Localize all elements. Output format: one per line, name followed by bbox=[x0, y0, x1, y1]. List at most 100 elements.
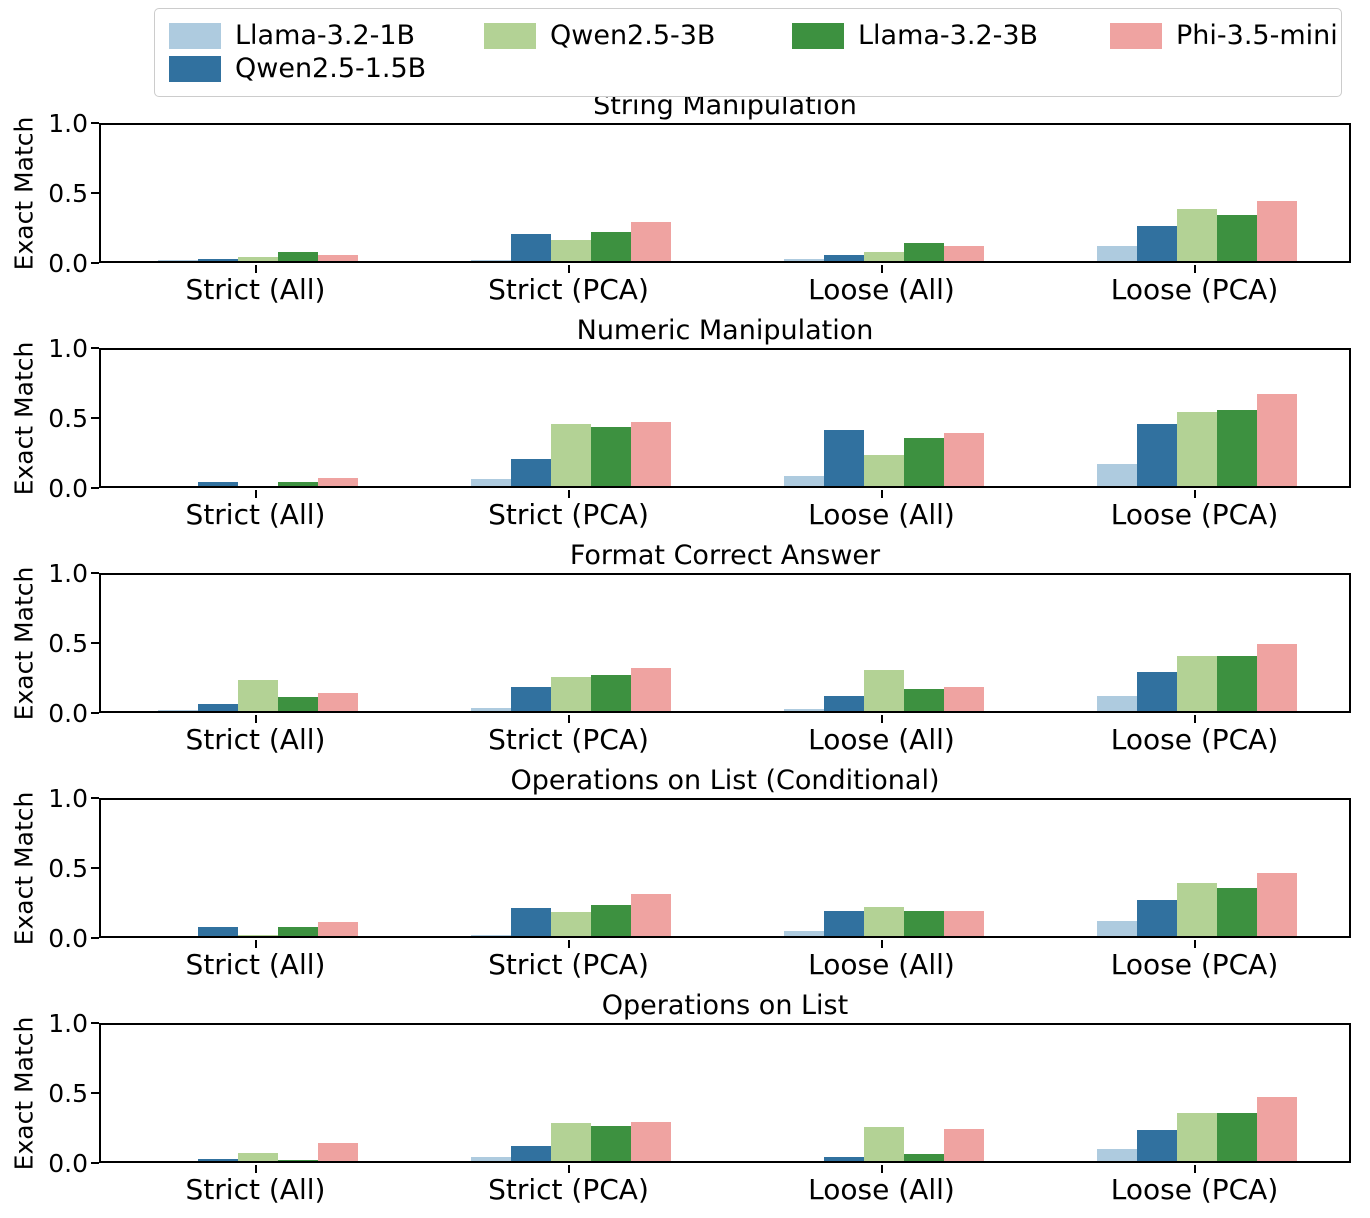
bar-Llama-3.2-3B-Strict (All) bbox=[277, 697, 318, 711]
bar-Phi-3.5-mini-Strict (PCA) bbox=[630, 1122, 671, 1161]
subplot-title: Operations on List (Conditional) bbox=[510, 765, 940, 796]
chart-legend: Llama-3.2-1B Qwen2.5-1.5B Qwen2.5-3B Llama-… bbox=[154, 8, 1342, 97]
bar-Llama-3.2-1B-Strict (PCA) bbox=[470, 479, 511, 486]
y-tick-mark bbox=[91, 937, 99, 939]
x-tick-mark bbox=[254, 265, 257, 273]
bar-Llama-3.2-1B-Loose (All) bbox=[783, 476, 824, 486]
x-tick-label: Loose (PCA) bbox=[1110, 723, 1279, 756]
bar-Phi-3.5-mini-Loose (PCA) bbox=[1256, 644, 1297, 711]
legend-label: Llama-3.2-1B bbox=[235, 20, 416, 51]
x-tick-mark bbox=[1193, 490, 1196, 498]
bar-Qwen2.5-1.5B-Strict (All) bbox=[197, 927, 238, 936]
bar-Qwen2.5-3B-Loose (PCA) bbox=[1176, 209, 1217, 261]
y-tick-label: 1.0 bbox=[48, 109, 88, 138]
bar-Qwen2.5-3B-Strict (All) bbox=[237, 1153, 278, 1161]
plot-area bbox=[99, 348, 1351, 488]
x-tick-mark bbox=[880, 265, 883, 273]
legend-swatch-icon bbox=[1110, 22, 1162, 49]
legend-label: Qwen2.5-3B bbox=[550, 20, 716, 51]
bar-Llama-3.2-1B-Strict (PCA) bbox=[470, 260, 511, 261]
x-tick-mark bbox=[254, 715, 257, 723]
bar-Qwen2.5-1.5B-Loose (PCA) bbox=[1136, 424, 1177, 486]
bar-Llama-3.2-3B-Loose (PCA) bbox=[1216, 1113, 1257, 1161]
legend-swatch-icon bbox=[792, 22, 844, 49]
x-tick-mark bbox=[254, 1165, 257, 1173]
x-tick-label: Strict (PCA) bbox=[488, 498, 649, 531]
x-tick-label: Loose (PCA) bbox=[1110, 498, 1279, 531]
plot-area bbox=[99, 123, 1351, 263]
x-tick-label: Strict (PCA) bbox=[488, 948, 649, 981]
y-tick-label: 0.0 bbox=[48, 1149, 88, 1178]
plot-area bbox=[99, 798, 1351, 938]
x-tick-label: Strict (All) bbox=[185, 723, 326, 756]
y-tick-mark bbox=[91, 262, 99, 264]
bar-Phi-3.5-mini-Loose (All) bbox=[943, 687, 984, 711]
y-tick-label: 1.0 bbox=[48, 1009, 88, 1038]
y-tick-mark bbox=[91, 642, 99, 644]
x-tick-mark bbox=[880, 715, 883, 723]
bar-Llama-3.2-3B-Strict (PCA) bbox=[590, 1126, 631, 1161]
bar-Qwen2.5-3B-Strict (All) bbox=[237, 257, 278, 261]
bar-Qwen2.5-3B-Strict (All) bbox=[237, 935, 278, 936]
bar-Qwen2.5-1.5B-Loose (All) bbox=[823, 696, 864, 711]
bar-Llama-3.2-3B-Loose (PCA) bbox=[1216, 888, 1257, 936]
bar-Llama-3.2-3B-Loose (PCA) bbox=[1216, 410, 1257, 486]
x-tick-mark bbox=[254, 940, 257, 948]
bar-Llama-3.2-1B-Strict (All) bbox=[157, 710, 198, 711]
x-tick-mark bbox=[1193, 265, 1196, 273]
x-tick-mark bbox=[567, 265, 570, 273]
legend-swatch-icon bbox=[169, 22, 221, 49]
bar-Llama-3.2-3B-Loose (All) bbox=[903, 438, 944, 486]
bar-Qwen2.5-1.5B-Loose (All) bbox=[823, 911, 864, 936]
bar-Llama-3.2-3B-Loose (All) bbox=[903, 911, 944, 936]
bar-Qwen2.5-3B-Strict (PCA) bbox=[550, 1123, 591, 1161]
bar-Qwen2.5-1.5B-Loose (PCA) bbox=[1136, 226, 1177, 261]
y-tick-label: 1.0 bbox=[48, 784, 88, 813]
bar-Phi-3.5-mini-Loose (PCA) bbox=[1256, 394, 1297, 486]
bar-Llama-3.2-3B-Loose (All) bbox=[903, 243, 944, 261]
y-tick-label: 0.0 bbox=[48, 474, 88, 503]
plot-area bbox=[99, 1023, 1351, 1163]
y-tick-mark bbox=[91, 347, 99, 349]
bar-Qwen2.5-3B-Strict (PCA) bbox=[550, 912, 591, 936]
bar-Llama-3.2-1B-Strict (PCA) bbox=[470, 1157, 511, 1161]
subplot-title: Numeric Manipulation bbox=[576, 315, 874, 346]
x-tick-label: Strict (All) bbox=[185, 1173, 326, 1206]
x-tick-mark bbox=[880, 1165, 883, 1173]
y-tick-label: 0.0 bbox=[48, 249, 88, 278]
bar-Qwen2.5-3B-Loose (All) bbox=[863, 455, 904, 486]
y-tick-mark bbox=[91, 1092, 99, 1094]
bar-Llama-3.2-1B-Loose (PCA) bbox=[1096, 464, 1137, 486]
x-tick-mark bbox=[567, 940, 570, 948]
x-tick-label: Strict (PCA) bbox=[488, 273, 649, 306]
bar-Llama-3.2-3B-Strict (PCA) bbox=[590, 427, 631, 486]
y-tick-mark bbox=[91, 867, 99, 869]
x-tick-label: Strict (All) bbox=[185, 498, 326, 531]
bar-Qwen2.5-3B-Loose (PCA) bbox=[1176, 1113, 1217, 1161]
y-tick-label: 0.0 bbox=[48, 699, 88, 728]
bar-Llama-3.2-1B-Loose (PCA) bbox=[1096, 1149, 1137, 1161]
bar-Phi-3.5-mini-Strict (All) bbox=[317, 255, 358, 261]
bar-Phi-3.5-mini-Strict (PCA) bbox=[630, 222, 671, 261]
bar-Llama-3.2-3B-Strict (All) bbox=[277, 1160, 318, 1161]
bar-Qwen2.5-3B-Loose (PCA) bbox=[1176, 412, 1217, 486]
y-tick-mark bbox=[91, 1022, 99, 1024]
bar-Qwen2.5-3B-Loose (All) bbox=[863, 1127, 904, 1161]
legend-label: Qwen2.5-1.5B bbox=[235, 53, 427, 84]
y-tick-label: 0.5 bbox=[48, 854, 88, 883]
x-tick-mark bbox=[880, 940, 883, 948]
legend-swatch-icon bbox=[484, 22, 536, 49]
x-tick-label: Loose (PCA) bbox=[1110, 1173, 1279, 1206]
x-tick-mark bbox=[1193, 1165, 1196, 1173]
bar-Qwen2.5-1.5B-Loose (PCA) bbox=[1136, 672, 1177, 711]
bar-Phi-3.5-mini-Strict (PCA) bbox=[630, 894, 671, 936]
bar-Qwen2.5-1.5B-Strict (All) bbox=[197, 704, 238, 711]
x-tick-label: Loose (All) bbox=[808, 723, 955, 756]
bar-Llama-3.2-3B-Strict (PCA) bbox=[590, 232, 631, 261]
y-tick-mark bbox=[91, 487, 99, 489]
bar-Qwen2.5-1.5B-Strict (PCA) bbox=[510, 908, 551, 936]
bar-Qwen2.5-1.5B-Strict (All) bbox=[197, 259, 238, 261]
bar-Phi-3.5-mini-Strict (PCA) bbox=[630, 668, 671, 711]
bar-Llama-3.2-3B-Strict (All) bbox=[277, 482, 318, 486]
y-tick-mark bbox=[91, 1162, 99, 1164]
